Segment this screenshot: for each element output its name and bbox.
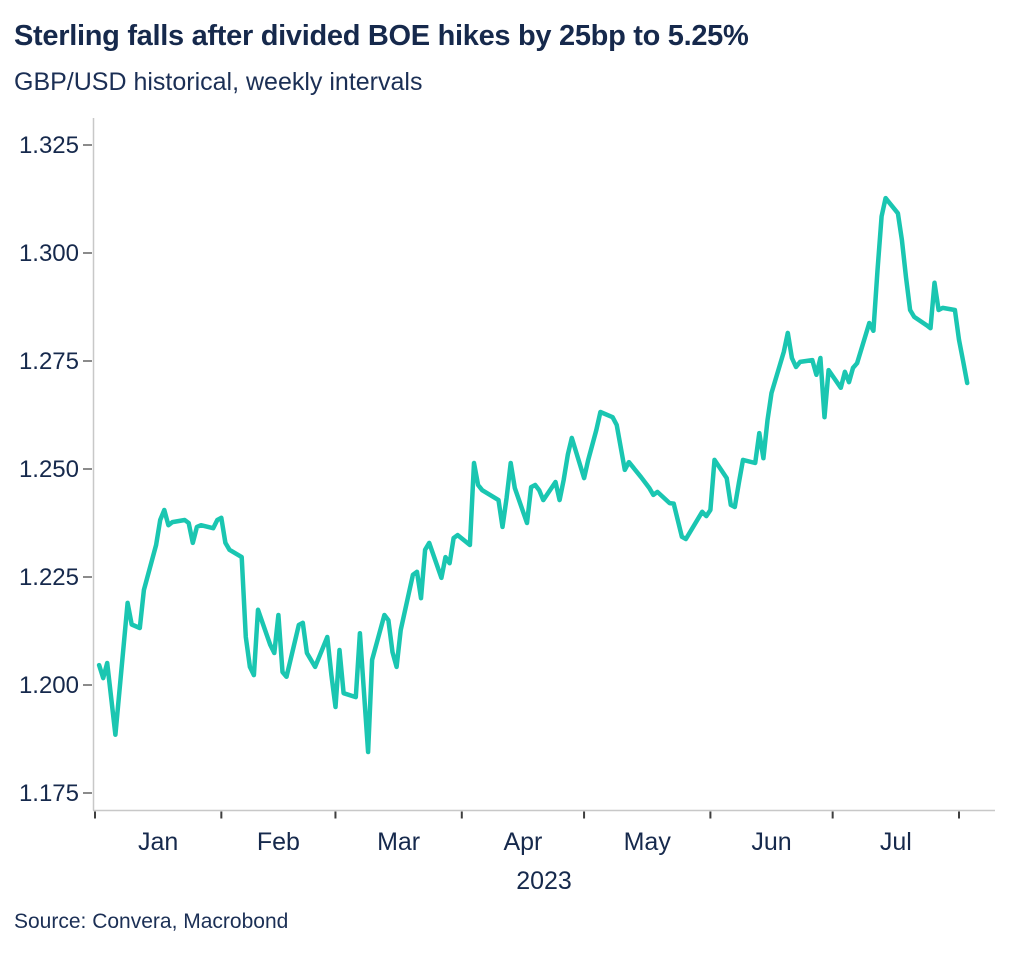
- page-subtitle: GBP/USD historical, weekly intervals: [14, 68, 423, 96]
- x-month-label: Mar: [377, 828, 420, 856]
- x-month-label: Apr: [503, 828, 542, 856]
- x-month-label: Jul: [880, 828, 912, 856]
- source-text: Source: Convera, Macrobond: [14, 910, 289, 933]
- y-tick-label: 1.225: [19, 564, 79, 591]
- price-line: [96, 195, 970, 755]
- y-tick-label: 1.200: [19, 672, 79, 699]
- y-tick-label: 1.325: [19, 132, 79, 159]
- y-tick-label: 1.175: [19, 780, 79, 807]
- y-tick-label: 1.275: [19, 348, 79, 375]
- x-month-label: Jan: [138, 828, 178, 856]
- y-tick-label: 1.250: [19, 456, 79, 483]
- x-month-label: Feb: [257, 828, 300, 856]
- x-month-label: May: [624, 828, 672, 856]
- y-tick-label: 1.300: [19, 240, 79, 267]
- x-month-label: Jun: [751, 828, 791, 856]
- year-label: 2023: [516, 867, 572, 895]
- page-title: Sterling falls after divided BOE hikes b…: [14, 20, 749, 52]
